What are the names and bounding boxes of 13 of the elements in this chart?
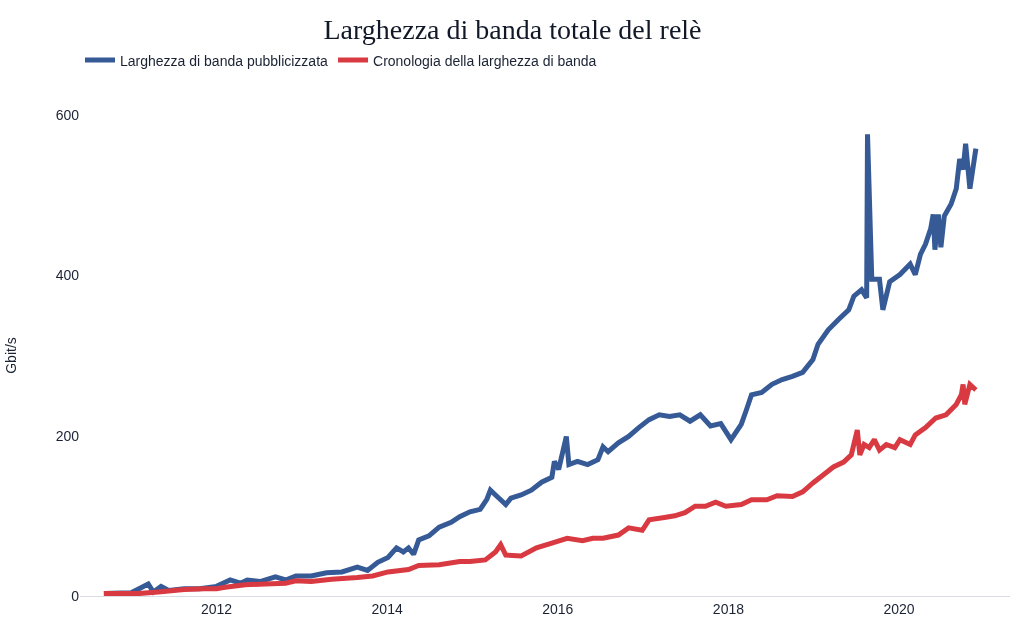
- y-tick-label: 0: [71, 587, 80, 604]
- x-tick-label: 2018: [712, 600, 745, 617]
- x-tick-label: 2012: [200, 600, 233, 617]
- legend-label: Cronologia della larghezza di banda: [373, 52, 597, 69]
- legend-label: Larghezza di banda pubblicizzata: [120, 52, 329, 69]
- x-tick-label: 2020: [883, 600, 915, 617]
- y-axis-title: Gbit/s: [3, 337, 20, 374]
- x-tick-label: 2014: [371, 600, 403, 617]
- x-tick-label: 2016: [542, 600, 574, 617]
- y-tick-label: 200: [55, 427, 80, 444]
- chart-title: Larghezza di banda totale del relè: [323, 13, 702, 45]
- y-tick-label: 600: [55, 106, 80, 123]
- y-tick-label: 400: [55, 267, 80, 284]
